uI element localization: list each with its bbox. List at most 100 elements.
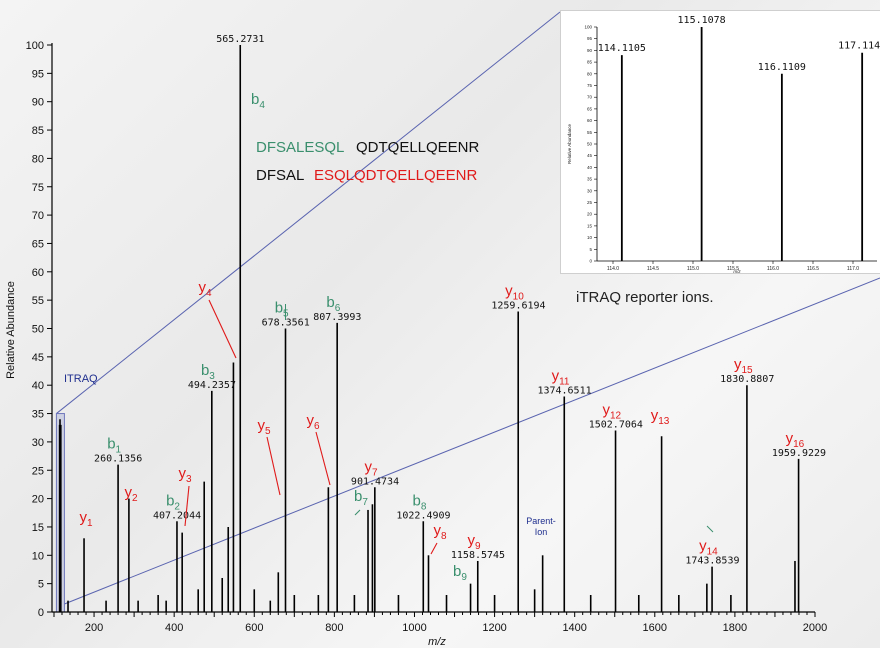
ion-label: y12 — [603, 402, 622, 422]
inset-y-tick-label: 45 — [587, 153, 593, 158]
seq2-start: DFSAL — [256, 167, 304, 184]
zoom-line-bottom — [64, 277, 880, 605]
x-tick-label: 200 — [85, 622, 103, 634]
ion-leader-line — [706, 525, 714, 533]
y-tick-label: 30 — [32, 437, 44, 449]
zoom-line-top — [56, 11, 561, 414]
inset-chart: 0 5 10 15 20 25 30 35 40 45 50 55 60 65 70 75 80 85 90 95 10… — [567, 15, 880, 274]
x-tick-label: 1400 — [562, 622, 586, 634]
inset-y-tick-label: 35 — [587, 177, 593, 182]
y-tick-label: 80 — [32, 153, 44, 165]
ion-label: b9 — [453, 563, 467, 583]
inset-y-tick-label: 95 — [587, 36, 593, 41]
peak-mz-label: 1259.6194 — [491, 300, 545, 311]
y-tick-label: 10 — [32, 550, 44, 562]
ion-leader-line — [354, 509, 361, 516]
y-tick-label: 25 — [32, 465, 44, 477]
y-axis-label: Relative Abundance — [5, 281, 17, 379]
peak-mz-label: 494.2357 — [188, 380, 236, 391]
inset-x-label: m/z — [733, 269, 741, 273]
ion-label: y4 — [198, 279, 212, 299]
x-tick-label: 400 — [165, 622, 183, 634]
ion-label: y9 — [467, 532, 481, 552]
y-tick-label: 75 — [32, 182, 44, 194]
y-tick-label: 0 — [38, 607, 44, 619]
inset-y-tick-label: 50 — [587, 142, 593, 147]
inset-x-tick-label: 116.5 — [807, 266, 819, 272]
itraq-label: ITRAQ — [64, 373, 98, 385]
peak-mz-label: 1743.8539 — [685, 556, 739, 567]
peak-mz-label: 678.3561 — [262, 318, 310, 329]
ion-label: y2 — [124, 484, 138, 504]
sequence-annotation: DFSALESQL QDTQELLQEENR DFSAL ESQLQDTQELL… — [256, 139, 480, 184]
inset-y-tick-label: 75 — [587, 83, 593, 88]
y-tick-label: 65 — [32, 238, 44, 250]
x-tick-label: 1800 — [723, 622, 747, 634]
zoom-connector-lines — [56, 11, 880, 605]
inset-y-tick-label: 65 — [587, 106, 593, 111]
chart-axes: 0510152025303540455055606570758085909510… — [26, 40, 828, 634]
ion-leader-line — [184, 485, 190, 527]
x-axis-label: m/z — [428, 636, 446, 648]
inset-x-tick-label: 115.5 — [727, 266, 739, 272]
ion-label: y6 — [306, 412, 320, 432]
ion-label: b6 — [326, 294, 340, 314]
inset-y-label: Relative Abundance — [567, 123, 572, 164]
x-tick-label: 600 — [245, 622, 263, 634]
inset-x-tick-label: 114.0 — [607, 266, 619, 272]
seq1-b-part: DFSALESQL — [256, 139, 344, 156]
y-tick-label: 20 — [32, 494, 44, 506]
peak-mz-label: 565.2731 — [216, 34, 264, 45]
x-tick-label: 2000 — [803, 622, 827, 634]
ion-leader-line — [208, 299, 237, 359]
y-tick-label: 100 — [26, 40, 44, 52]
ion-label: y7 — [364, 458, 378, 478]
peak-mz-label: 1830.8807 — [720, 374, 774, 385]
ion-label: y8 — [433, 522, 447, 542]
inset-y-tick-label: 40 — [587, 165, 593, 170]
inset-caption: iTRAQ reporter ions. — [576, 289, 714, 306]
inset-y-tick-label: 90 — [587, 48, 593, 53]
x-tick-label: 800 — [325, 622, 343, 634]
x-tick-label: 1200 — [482, 622, 506, 634]
inset-y-tick-label: 85 — [587, 60, 593, 65]
y-tick-label: 70 — [32, 210, 44, 222]
y-tick-label: 40 — [32, 380, 44, 392]
ion-label: y14 — [699, 538, 718, 558]
parent-ion-label-1: Parent- — [526, 516, 556, 526]
peak-mz-label: 807.3993 — [313, 312, 361, 323]
ion-label: b7 — [354, 488, 368, 508]
inset-y-tick-label: 5 — [589, 247, 592, 252]
ion-leader-line — [430, 542, 438, 555]
peak-mz-label: 901.4734 — [351, 476, 399, 487]
y-tick-label: 15 — [32, 522, 44, 534]
ion-label: b2 — [166, 492, 180, 512]
parent-ion-label-2: Ion — [535, 527, 548, 537]
svg-text:DFSAL ESQLQDTQELLQEENR: DFSAL ESQLQDTQELLQEENR — [256, 167, 478, 184]
peak-mz-label: 1959.9229 — [772, 448, 826, 459]
ion-leader-line — [266, 436, 281, 496]
y-tick-label: 85 — [32, 125, 44, 137]
ion-label: y16 — [786, 430, 805, 450]
inset-x-tick-label: 116.0 — [767, 266, 779, 272]
inset-y-tick-label: 10 — [587, 235, 593, 240]
y-tick-label: 5 — [38, 579, 44, 591]
ion-label: y15 — [734, 356, 753, 376]
peak-mz-label: 260.1356 — [94, 454, 142, 465]
inset-x-tick-label: 115.0 — [687, 266, 699, 272]
inset-y-tick-label: 60 — [587, 118, 593, 123]
y-tick-label: 90 — [32, 97, 44, 109]
inset-y-tick-label: 70 — [587, 95, 593, 100]
x-tick-label: 1600 — [643, 622, 667, 634]
inset-y-tick-label: 80 — [587, 71, 593, 76]
x-tick-label: 1000 — [402, 622, 426, 634]
peak-mz-label: 1502.7064 — [589, 420, 643, 431]
seq1-rest: QDTQELLQEENR — [356, 139, 480, 156]
inset-y-tick-label: 30 — [587, 188, 593, 193]
seq2-y-part: ESQLQDTQELLQEENR — [314, 167, 478, 184]
y-tick-label: 55 — [32, 295, 44, 307]
peak-mz-label: 1374.6511 — [537, 386, 591, 397]
inset-peak-label: 114.1105 — [598, 43, 646, 54]
